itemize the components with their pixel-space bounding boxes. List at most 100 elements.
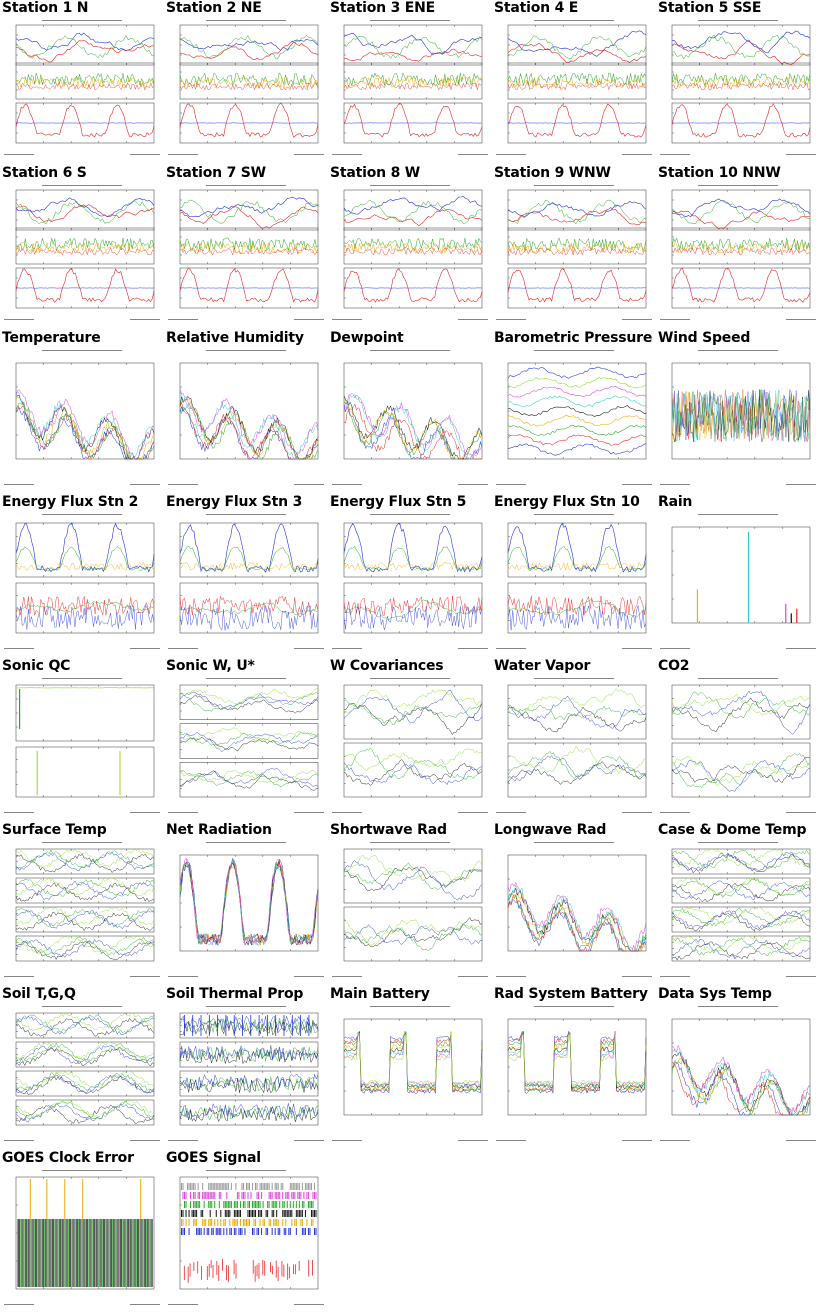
plot-tile-main-battery: Main Battery — [330, 986, 490, 1146]
plot-thumbnail-link[interactable] — [166, 182, 326, 324]
plot-thumbnail-link[interactable] — [2, 839, 162, 981]
plot-tile-rad-system-battery: Rad System Battery — [494, 986, 654, 1146]
plot-thumbnail-link[interactable] — [494, 17, 654, 159]
plot-tile-station-4-e: Station 4 E — [494, 0, 654, 160]
plot-tile-energy-flux-stn-3: Energy Flux Stn 3 — [166, 494, 326, 654]
plot-thumbnail-link[interactable] — [330, 511, 490, 653]
plot-tile-title: Station 1 N — [2, 0, 89, 16]
plot-tile-title: Energy Flux Stn 3 — [166, 494, 303, 510]
plot-tile-energy-flux-stn-2: Energy Flux Stn 2 — [2, 494, 162, 654]
plot-thumbnail-image — [332, 350, 488, 485]
plot-tile-title: Rain — [658, 494, 693, 510]
plot-thumbnail-link[interactable] — [2, 182, 162, 324]
plot-tile-dewpoint: Dewpoint — [330, 330, 490, 490]
plot-thumbnail-link[interactable] — [658, 839, 818, 981]
plot-tile-net-radiation: Net Radiation — [166, 822, 326, 982]
plot-thumbnail-image — [332, 20, 488, 155]
plot-thumbnail-image — [496, 842, 652, 977]
plot-thumbnail-link[interactable] — [330, 182, 490, 324]
plot-tile-title: Energy Flux Stn 5 — [330, 494, 467, 510]
plot-thumbnail-link[interactable] — [166, 1003, 326, 1145]
plot-thumbnail-image — [4, 185, 160, 320]
plot-thumbnail-image — [4, 20, 160, 155]
plot-tile-title: Station 7 SW — [166, 165, 266, 181]
plot-tile-title: Station 6 S — [2, 165, 87, 181]
plot-thumbnail-link[interactable] — [166, 1167, 326, 1309]
plot-tile-goes-clock-error: GOES Clock Error — [2, 1150, 162, 1310]
plot-tile-title: GOES Signal — [166, 1150, 261, 1166]
plot-tile-title: Wind Speed — [658, 330, 751, 346]
plot-thumbnail-image — [496, 185, 652, 320]
plot-thumbnail-image — [660, 20, 816, 155]
plot-tile-station-8-w: Station 8 W — [330, 165, 490, 325]
plot-thumbnail-image — [660, 678, 816, 813]
plot-thumbnail-link[interactable] — [166, 347, 326, 489]
plot-tile-shortwave-rad: Shortwave Rad — [330, 822, 490, 982]
plot-thumbnail-image — [4, 350, 160, 485]
plot-thumbnail-image — [4, 1006, 160, 1141]
plot-tile-title: Longwave Rad — [494, 822, 607, 838]
plot-thumbnail-link[interactable] — [658, 182, 818, 324]
plot-tile-title: Relative Humidity — [166, 330, 304, 346]
plot-thumbnail-link[interactable] — [658, 675, 818, 817]
plot-thumbnail-link[interactable] — [494, 182, 654, 324]
plot-tile-title: Energy Flux Stn 10 — [494, 494, 640, 510]
plot-tile-title: Water Vapor — [494, 658, 591, 674]
plot-tile-case-dome-temp: Case & Dome Temp — [658, 822, 818, 982]
plot-thumbnail-link[interactable] — [658, 17, 818, 159]
plot-tile-station-7-sw: Station 7 SW — [166, 165, 326, 325]
plot-tile-soil-thermal-prop: Soil Thermal Prop — [166, 986, 326, 1146]
plot-tile-surface-temp: Surface Temp — [2, 822, 162, 982]
plot-thumbnail-link[interactable] — [330, 839, 490, 981]
plot-tile-energy-flux-stn-10: Energy Flux Stn 10 — [494, 494, 654, 654]
plot-thumbnail-link[interactable] — [2, 17, 162, 159]
plot-tile-station-2-ne: Station 2 NE — [166, 0, 326, 160]
plot-tile-relative-humidity: Relative Humidity — [166, 330, 326, 490]
plot-tile-station-10-nnw: Station 10 NNW — [658, 165, 818, 325]
plot-thumbnail-link[interactable] — [330, 347, 490, 489]
plot-tile-title: Barometric Pressure — [494, 330, 653, 346]
plot-thumbnail-image — [332, 842, 488, 977]
plot-tile-title: Station 9 WNW — [494, 165, 611, 181]
plot-thumbnail-link[interactable] — [166, 17, 326, 159]
plot-thumbnail-image — [660, 1006, 816, 1141]
plot-tile-temperature: Temperature — [2, 330, 162, 490]
plot-thumbnail-image — [168, 678, 324, 813]
plot-thumbnail-link[interactable] — [494, 511, 654, 653]
plot-thumbnail-link[interactable] — [494, 839, 654, 981]
plot-thumbnail-image — [168, 842, 324, 977]
plot-tile-soil-t-g-q: Soil T,G,Q — [2, 986, 162, 1146]
plot-thumbnail-link[interactable] — [166, 839, 326, 981]
plot-thumbnail-image — [496, 678, 652, 813]
plot-tile-title: GOES Clock Error — [2, 1150, 134, 1166]
plot-tile-longwave-rad: Longwave Rad — [494, 822, 654, 982]
plot-thumbnail-image — [4, 842, 160, 977]
plot-thumbnail-link[interactable] — [658, 511, 818, 653]
plot-thumbnail-link[interactable] — [2, 675, 162, 817]
plot-thumbnail-link[interactable] — [2, 511, 162, 653]
plot-thumbnail-link[interactable] — [2, 347, 162, 489]
plot-thumbnail-link[interactable] — [658, 1003, 818, 1145]
plot-thumbnail-image — [332, 514, 488, 649]
plot-thumbnail-link[interactable] — [494, 1003, 654, 1145]
plot-thumbnail-image — [168, 514, 324, 649]
plot-tile-rain: Rain — [658, 494, 818, 654]
plot-tile-title: Station 4 E — [494, 0, 579, 16]
plot-thumbnail-link[interactable] — [494, 675, 654, 817]
plot-thumbnail-image — [660, 350, 816, 485]
plot-thumbnail-link[interactable] — [2, 1167, 162, 1309]
plot-thumbnail-image — [168, 185, 324, 320]
plot-thumbnail-image — [332, 185, 488, 320]
plot-thumbnail-link[interactable] — [330, 1003, 490, 1145]
plot-thumbnail-link[interactable] — [330, 17, 490, 159]
plot-thumbnail-link[interactable] — [166, 511, 326, 653]
plot-thumbnail-link[interactable] — [494, 347, 654, 489]
plot-tile-title: Net Radiation — [166, 822, 272, 838]
plot-thumbnail-link[interactable] — [2, 1003, 162, 1145]
plot-thumbnail-link[interactable] — [166, 675, 326, 817]
plot-tile-data-sys-temp: Data Sys Temp — [658, 986, 818, 1146]
plot-tile-title: Surface Temp — [2, 822, 107, 838]
plot-thumbnail-link[interactable] — [330, 675, 490, 817]
plot-tile-title: Data Sys Temp — [658, 986, 772, 1002]
plot-thumbnail-link[interactable] — [658, 347, 818, 489]
